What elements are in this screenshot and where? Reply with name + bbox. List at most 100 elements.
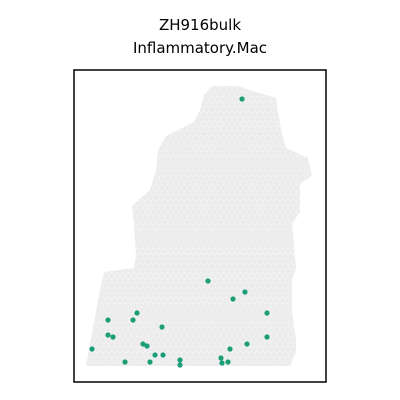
tissue-spot — [273, 209, 280, 216]
tissue-spot — [268, 140, 275, 147]
tissue-spot — [217, 131, 224, 137]
tissue-spot — [251, 140, 258, 147]
tissue-spot — [133, 327, 140, 333]
tissue-spot — [184, 170, 191, 177]
tissue-spot — [108, 145, 115, 152]
tissue-spot — [164, 194, 171, 201]
tissue-spot — [136, 135, 143, 142]
tissue-spot — [81, 77, 87, 83]
tissue-spot — [243, 145, 249, 152]
tissue-spot — [310, 116, 312, 123]
tissue-spot — [97, 322, 104, 328]
tissue-spot — [271, 302, 277, 309]
tissue-spot — [103, 145, 109, 152]
tissue-spot — [279, 160, 286, 167]
tissue-spot — [153, 184, 160, 191]
tissue-spot — [215, 292, 221, 299]
tissue-spot — [282, 135, 289, 142]
tissue-spot — [181, 302, 188, 309]
tissue-spot — [203, 322, 210, 328]
tissue-spot — [100, 121, 107, 127]
tissue-spot — [296, 111, 303, 118]
tissue-spot — [209, 96, 216, 103]
tissue-spot — [254, 273, 261, 279]
tissue-spot — [139, 170, 146, 177]
tissue-spot — [220, 145, 227, 152]
tissue-spot — [257, 86, 263, 88]
tissue-spot — [296, 150, 303, 157]
tissue-spot — [192, 135, 199, 142]
tissue-spot — [223, 199, 230, 206]
tissue-spot — [123, 366, 129, 372]
tissue-spot — [234, 131, 241, 137]
tissue-spot — [91, 263, 98, 270]
tissue-spot — [108, 86, 115, 93]
tissue-spot — [251, 131, 258, 137]
tissue-spot — [265, 165, 272, 172]
tissue-spot — [290, 336, 297, 343]
tissue-spot — [119, 145, 126, 152]
tissue-spot — [184, 356, 191, 363]
tissue-spot — [229, 199, 235, 206]
tissue-spot — [243, 282, 249, 289]
tissue-spot — [198, 194, 205, 201]
tissue-spot — [111, 91, 118, 98]
tissue-spot — [170, 273, 177, 279]
tissue-spot — [159, 233, 165, 240]
tissue-spot — [145, 150, 151, 157]
tissue-spot — [206, 160, 213, 167]
tissue-spot — [193, 77, 199, 83]
tissue-spot — [100, 336, 107, 343]
tissue-spot — [217, 287, 224, 294]
tissue-spot — [301, 189, 308, 196]
tissue-spot — [316, 352, 322, 358]
tissue-spot — [108, 184, 115, 191]
tissue-spot — [170, 351, 177, 358]
tissue-spot — [316, 342, 322, 348]
tissue-spot — [86, 77, 92, 83]
tissue-spot — [279, 180, 286, 186]
tissue-spot — [131, 273, 137, 279]
tissue-spot — [173, 356, 179, 363]
tissue-spot — [192, 116, 199, 123]
tissue-spot — [316, 254, 322, 260]
tissue-spot — [86, 145, 93, 152]
tissue-spot — [254, 135, 261, 142]
tissue-spot — [223, 91, 230, 98]
tissue-spot — [259, 86, 266, 93]
tissue-spot — [276, 86, 283, 93]
tissue-spot — [139, 209, 146, 216]
tissue-spot — [217, 327, 224, 333]
tissue-spot — [296, 229, 303, 235]
tissue-spot — [147, 263, 154, 270]
tissue-spot — [125, 214, 132, 221]
tissue-spot — [125, 126, 132, 132]
tissue-spot — [290, 199, 297, 206]
tissue-spot — [78, 278, 84, 284]
tissue-spot — [209, 116, 216, 123]
tissue-spot — [117, 140, 123, 147]
tissue-spot — [245, 248, 252, 255]
tissue-spot — [287, 116, 294, 123]
tissue-spot — [108, 165, 115, 172]
tissue-spot — [195, 346, 202, 353]
tissue-spot — [91, 116, 98, 123]
tissue-spot — [167, 209, 174, 216]
tissue-spot — [234, 160, 241, 167]
tissue-spot — [133, 209, 140, 216]
tissue-spot — [150, 346, 157, 353]
tissue-spot — [198, 243, 205, 250]
tissue-spot — [175, 292, 182, 299]
tissue-spot — [159, 77, 165, 83]
tissue-spot — [316, 205, 322, 211]
tissue-spot — [285, 160, 291, 167]
tissue-spot — [220, 106, 227, 113]
tissue-spot — [75, 205, 81, 211]
tissue-spot — [212, 278, 219, 284]
tissue-spot — [307, 170, 312, 177]
tissue-spot — [147, 96, 154, 103]
tissue-spot — [198, 106, 205, 113]
tissue-spot — [86, 253, 93, 260]
tissue-spot — [209, 224, 216, 230]
tissue-spot — [75, 224, 81, 230]
